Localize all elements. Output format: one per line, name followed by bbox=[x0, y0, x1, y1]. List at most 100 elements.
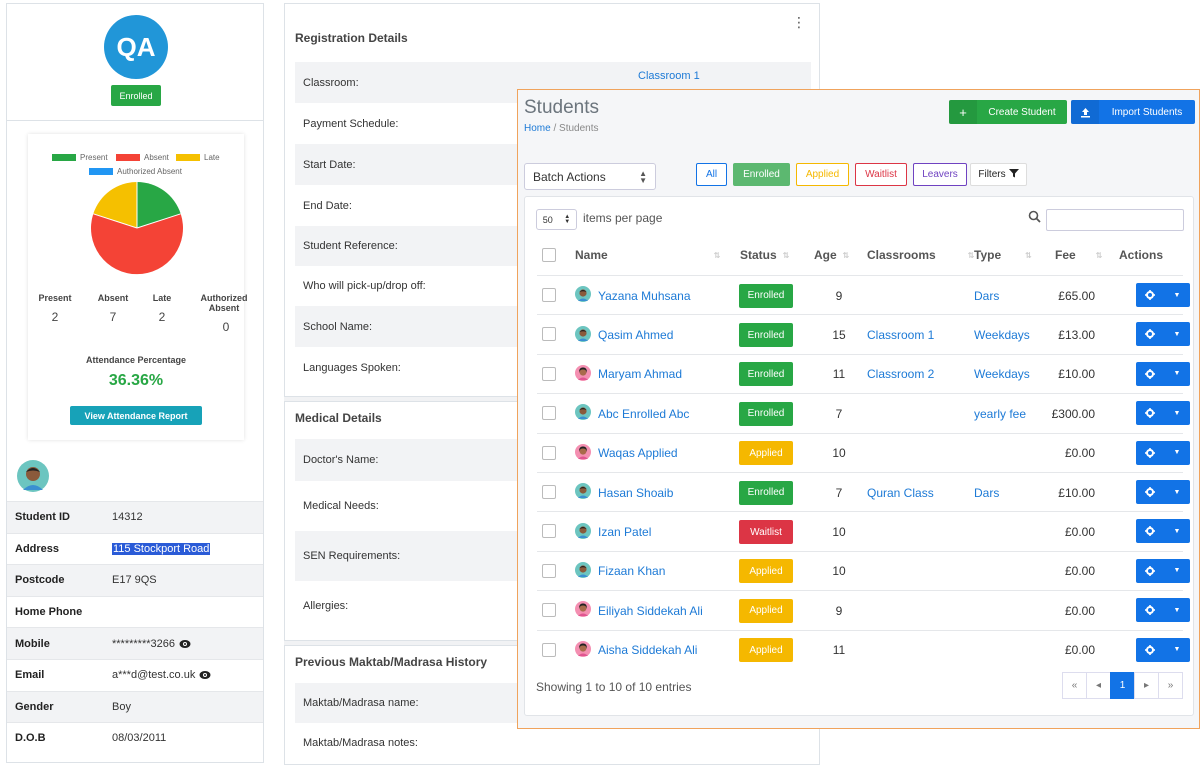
view-attendance-report-button[interactable]: View Attendance Report bbox=[70, 406, 202, 425]
status-cell: Applied bbox=[739, 591, 793, 630]
reg-row-pickup: Who will pick-up/drop off: bbox=[303, 280, 426, 292]
eye-icon[interactable] bbox=[179, 639, 191, 649]
row-checkbox[interactable] bbox=[542, 642, 556, 657]
table-row: Qasim Ahmed Enrolled 15 Classroom 1 Weekdays… bbox=[537, 314, 1190, 353]
stat-authorized-label: Authorized Absent bbox=[200, 293, 248, 313]
row-actions-button[interactable]: ▼ bbox=[1136, 637, 1190, 662]
info-row-postcode: Postcode E17 9QS bbox=[7, 564, 263, 596]
type-link[interactable]: yearly fee bbox=[974, 406, 1027, 421]
student-name-link[interactable]: Fizaan Khan bbox=[598, 564, 666, 579]
classroom-link[interactable]: Quran Class bbox=[867, 485, 934, 500]
type-link[interactable]: Weekdays bbox=[974, 328, 1030, 343]
row-actions-button[interactable]: ▼ bbox=[1136, 283, 1190, 307]
student-name-cell: Fizaan Khan bbox=[575, 552, 665, 591]
student-name-cell: Eiliyah Siddekah Ali bbox=[575, 591, 703, 630]
row-checkbox[interactable] bbox=[542, 406, 556, 421]
age-cell: 10 bbox=[832, 564, 846, 579]
pagination-next[interactable]: ▸ bbox=[1134, 672, 1159, 699]
student-name-link[interactable]: Eiliyah Siddekah Ali bbox=[598, 603, 703, 618]
column-header-type[interactable]: Type ⇅ bbox=[974, 248, 1032, 262]
batch-actions-select[interactable]: Batch Actions ▲ ▼ bbox=[524, 163, 656, 190]
search-input[interactable] bbox=[1046, 209, 1184, 231]
column-header-classrooms[interactable]: Classrooms ⇅ bbox=[867, 248, 975, 262]
stat-authorized-value: 0 bbox=[222, 320, 230, 334]
student-name-link[interactable]: Hasan Shoaib bbox=[598, 485, 674, 500]
filters-dropdown-button[interactable]: Filters bbox=[970, 163, 1027, 186]
fee-cell: £65.00 bbox=[1058, 288, 1095, 303]
pagination-last[interactable]: » bbox=[1158, 672, 1183, 699]
girl-avatar-icon bbox=[575, 601, 598, 620]
attendance-card: Present Absent Late Authorized Absent Pr… bbox=[28, 134, 248, 440]
row-checkbox[interactable] bbox=[542, 288, 556, 302]
eye-icon[interactable] bbox=[199, 670, 211, 680]
pagination-first[interactable]: « bbox=[1062, 672, 1087, 699]
row-actions-button[interactable]: ▼ bbox=[1136, 361, 1190, 386]
column-header-status[interactable]: Status ⇅ bbox=[740, 248, 790, 262]
fee-cell: £13.00 bbox=[1058, 328, 1095, 343]
student-name-link[interactable]: Maryam Ahmad bbox=[598, 367, 683, 382]
student-name-link[interactable]: Abc Enrolled Abc bbox=[598, 406, 690, 421]
caret-down-icon: ▼ bbox=[1173, 370, 1181, 378]
classroom-link[interactable]: Classroom 1 bbox=[867, 328, 935, 343]
pagination-page-1[interactable]: 1 bbox=[1110, 672, 1135, 699]
select-all-checkbox[interactable] bbox=[542, 248, 556, 262]
status-badge: Enrolled bbox=[739, 480, 793, 505]
filter-waitlist-button[interactable]: Waitlist bbox=[855, 163, 907, 186]
row-actions-button[interactable]: ▼ bbox=[1136, 480, 1190, 504]
status-badge: Applied bbox=[739, 441, 793, 466]
stat-late-label: Late bbox=[152, 293, 172, 303]
student-name-link[interactable]: Waqas Applied bbox=[598, 446, 678, 461]
sort-arrows-icon: ▲ ▼ bbox=[639, 168, 647, 185]
row-checkbox[interactable] bbox=[542, 327, 556, 342]
reg-row-payment-schedule: Payment Schedule: bbox=[303, 117, 399, 130]
type-link[interactable]: Dars bbox=[974, 288, 1000, 303]
classroom-link[interactable]: Classroom 2 bbox=[867, 367, 935, 382]
filter-enrolled-button[interactable]: Enrolled bbox=[733, 163, 790, 186]
student-name-link[interactable]: Aisha Siddekah Ali bbox=[598, 643, 698, 658]
boy-avatar-icon bbox=[575, 404, 598, 423]
row-actions-button[interactable]: ▼ bbox=[1136, 558, 1190, 583]
student-name-link[interactable]: Yazana Muhsana bbox=[598, 288, 691, 303]
column-header-age[interactable]: Age ⇅ bbox=[814, 248, 850, 262]
stat-absent-label: Absent bbox=[97, 293, 129, 303]
pagination-prev[interactable]: ◂ bbox=[1086, 672, 1111, 699]
row-actions-button[interactable]: ▼ bbox=[1136, 401, 1190, 426]
caret-down-icon: ▼ bbox=[1173, 330, 1181, 338]
row-checkbox[interactable] bbox=[542, 445, 556, 460]
row-checkbox[interactable] bbox=[542, 524, 556, 539]
row-checkbox[interactable] bbox=[542, 563, 556, 578]
student-name-cell: Izan Patel bbox=[575, 512, 651, 551]
classroom-link[interactable]: Classroom 1 bbox=[638, 70, 700, 82]
age-cell: 10 bbox=[832, 446, 846, 461]
column-header-name[interactable]: Name ⇅ bbox=[575, 248, 721, 262]
info-row-address: Address 115 Stockport Road bbox=[7, 532, 263, 565]
filter-all-button[interactable]: All bbox=[696, 163, 727, 186]
row-checkbox[interactable] bbox=[542, 603, 556, 618]
row-checkbox[interactable] bbox=[542, 366, 556, 381]
column-header-fee[interactable]: Fee ⇅ bbox=[1055, 248, 1103, 262]
entries-info: Showing 1 to 10 of 10 entries bbox=[536, 680, 692, 694]
table-row: Aisha Siddekah Ali Applied 11 £0.00 ▼ bbox=[537, 629, 1190, 669]
create-student-button[interactable]: + Create Student bbox=[949, 100, 1067, 124]
more-options-icon[interactable]: ⋮ bbox=[792, 14, 806, 30]
filter-applied-button[interactable]: Applied bbox=[796, 163, 849, 186]
type-link[interactable]: Dars bbox=[974, 485, 1000, 500]
row-actions-button[interactable]: ▼ bbox=[1136, 519, 1190, 544]
import-students-button[interactable]: Import Students bbox=[1071, 100, 1195, 124]
age-cell: 9 bbox=[835, 603, 843, 618]
row-actions-button[interactable]: ▼ bbox=[1136, 440, 1190, 465]
breadcrumb-home-link[interactable]: Home bbox=[524, 123, 551, 134]
student-name-link[interactable]: Qasim Ahmed bbox=[598, 328, 674, 343]
address-value: 115 Stockport Road bbox=[112, 542, 211, 555]
history-title: Previous Maktab/Madrasa History bbox=[295, 655, 488, 669]
caret-down-icon: ▼ bbox=[1173, 488, 1181, 496]
student-name-cell: Yazana Muhsana bbox=[575, 276, 691, 315]
row-checkbox[interactable] bbox=[542, 485, 556, 499]
row-actions-button[interactable]: ▼ bbox=[1136, 598, 1190, 623]
gear-icon bbox=[1136, 644, 1164, 655]
type-link[interactable]: Weekdays bbox=[974, 367, 1030, 382]
items-per-page-select[interactable]: 50 ▲ ▼ bbox=[536, 209, 577, 230]
student-name-link[interactable]: Izan Patel bbox=[598, 525, 652, 540]
filter-leavers-button[interactable]: Leavers bbox=[913, 163, 967, 186]
row-actions-button[interactable]: ▼ bbox=[1136, 322, 1190, 347]
